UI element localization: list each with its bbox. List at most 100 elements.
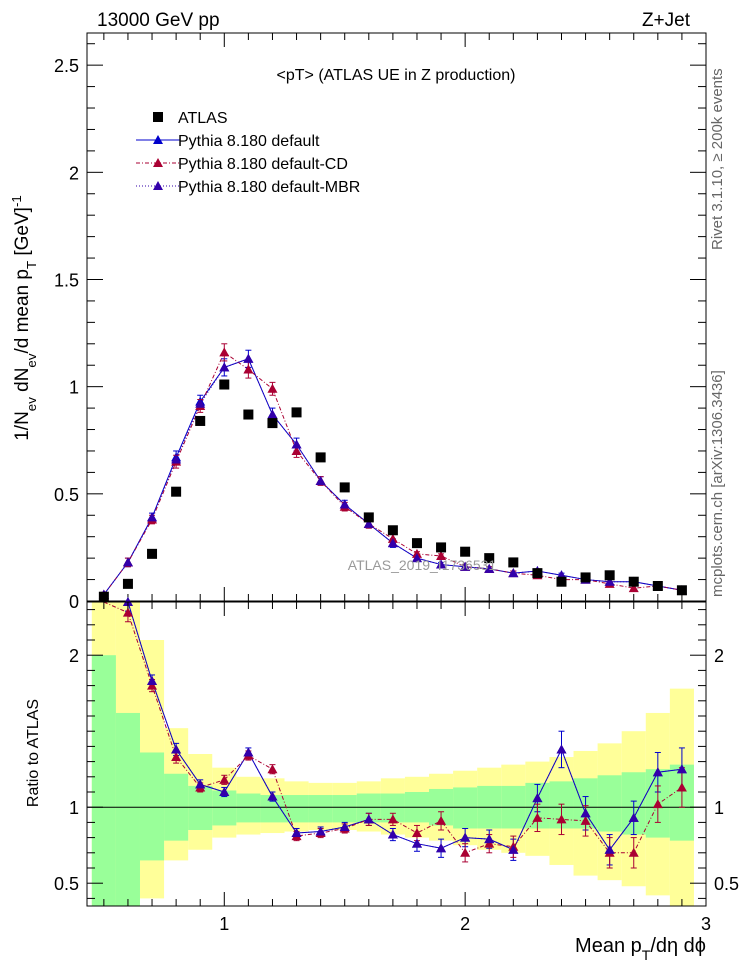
uncertainty-band-inner <box>597 775 622 832</box>
watermark: ATLAS_2019_I1736531 <box>348 557 497 573</box>
ratio-point <box>195 779 206 789</box>
point-pythia-8-180-default-cd <box>243 364 254 374</box>
ratio-point <box>363 814 374 824</box>
point-atlas <box>363 512 374 523</box>
point-pythia-8-180-default-mbr <box>291 439 302 449</box>
point-atlas <box>171 486 182 497</box>
legend-marker <box>153 135 163 144</box>
main-y-axis-label: 1/Nev dNev/d mean pT [GeV]-1 <box>9 195 39 441</box>
point-pythia-8-180-default-mbr <box>315 475 326 485</box>
point-atlas <box>580 572 591 583</box>
y-tick-label: 1.5 <box>54 270 79 290</box>
y-tick-label: 0.5 <box>54 485 79 505</box>
y-tick-label-right: 0.5 <box>714 874 739 894</box>
point-pythia-8-180-default-mbr <box>219 362 230 372</box>
point-atlas <box>339 482 350 493</box>
main-axes: 0.5 1 1.5 2 2.5 0 <box>54 33 707 612</box>
mcplots-label: mcplots.cern.ch [arXiv:1306.3436] <box>709 370 726 597</box>
point-pythia-8-180-default-cd <box>628 583 639 593</box>
ratio-point <box>171 752 182 762</box>
point-atlas <box>676 585 687 596</box>
point-pythia-8-180-default-mbr <box>436 559 447 569</box>
point-pythia-8-180-default-mbr <box>387 538 398 548</box>
ratio-y-axis-label: Ratio to ATLAS <box>25 699 42 807</box>
ratio-point <box>291 828 302 838</box>
ratio-point <box>147 680 158 690</box>
point-atlas <box>460 546 471 557</box>
point-atlas <box>195 415 206 426</box>
y-tick-label: 2.5 <box>54 56 79 76</box>
ratio-point <box>532 793 543 803</box>
uncertainty-band-inner <box>284 795 309 823</box>
point-pythia-8-180-default-mbr <box>243 353 254 363</box>
ratio-point <box>628 847 639 857</box>
ratio-point <box>243 747 254 757</box>
ratio-point <box>580 808 591 818</box>
rivet-label: Rivet 3.1.10, ≥ 200k events <box>709 68 726 250</box>
point-pythia-8-180-default-mbr <box>604 576 615 586</box>
ratio-panel: 1 2 30.5 0.51 12 2 Ratio to ATLAS <box>25 597 739 934</box>
ratio-point <box>171 744 182 754</box>
ratio-point <box>460 832 471 842</box>
ratio-point <box>411 828 422 838</box>
ratio-point <box>676 782 687 792</box>
ratio-point <box>652 767 663 777</box>
ratio-point <box>387 814 398 824</box>
point-pythia-8-180-default-cd <box>291 445 302 455</box>
point-pythia-8-180-default-mbr <box>460 561 471 571</box>
y-tick-label: 2 <box>69 163 79 183</box>
header-right: Z+Jet <box>642 10 691 31</box>
legend-label: Pythia 8.180 default <box>178 133 320 150</box>
ratio-point <box>411 838 422 848</box>
ratio-point <box>652 799 663 809</box>
plot-title: <pT> (ATLAS UE in Z production) <box>277 67 516 84</box>
uncertainty-band-inner <box>139 752 165 861</box>
x-tick-label: 2 <box>460 914 470 934</box>
y-tick-label: 0.5 <box>54 874 79 894</box>
point-pythia-8-180-default-mbr <box>339 499 350 509</box>
ratio-point <box>436 843 447 853</box>
ratio-point <box>387 829 398 839</box>
legend-label: Pythia 8.180 default-MBR <box>178 179 360 196</box>
point-pythia-8-180-default-cd <box>219 347 230 357</box>
point-atlas <box>652 580 663 591</box>
point-pythia-8-180-default-mbr <box>267 409 278 419</box>
ratio-point <box>267 764 278 774</box>
ratio-point <box>315 826 326 836</box>
uncertainty-band-inner <box>115 712 140 906</box>
x-axis-label: Mean pT/dη dϕ <box>575 935 706 963</box>
ratio-point <box>219 787 230 796</box>
y-tick-label-right: 2 <box>714 646 724 666</box>
point-atlas <box>291 407 302 418</box>
y-tick-label: 1 <box>69 378 79 398</box>
point-atlas <box>556 576 567 587</box>
point-atlas <box>508 557 519 568</box>
x-tick-label: 3 <box>701 914 711 934</box>
y-tick-label: 1 <box>69 798 79 818</box>
uncertainty-band-inner <box>236 793 261 823</box>
ratio-point <box>604 844 615 854</box>
uncertainty-band-inner <box>91 655 116 906</box>
point-atlas <box>267 418 278 429</box>
point-atlas <box>532 568 543 579</box>
y-tick-label-right: 1 <box>714 798 724 818</box>
ratio-point <box>628 812 639 822</box>
point-atlas <box>628 576 639 587</box>
uncertainty-band-inner <box>332 795 357 823</box>
point-pythia-8-180-default-mbr <box>122 557 133 567</box>
ratio-point <box>122 607 133 617</box>
legend-marker <box>153 158 163 167</box>
ratio-point <box>508 844 519 854</box>
point-atlas <box>411 538 422 549</box>
ratio-point <box>339 821 350 831</box>
main-frame <box>86 32 707 602</box>
point-atlas <box>604 570 615 581</box>
ratio-point <box>436 815 447 825</box>
ratio-point <box>556 814 567 824</box>
uncertainty-band-inner <box>188 785 213 830</box>
point-pythia-8-180-default-cd <box>436 550 447 560</box>
ratio-point <box>532 812 543 822</box>
ratio-axes: 1 2 30.5 0.51 12 2 <box>54 602 739 934</box>
ratio-point <box>676 764 687 774</box>
legend-marker-atlas <box>153 112 163 122</box>
